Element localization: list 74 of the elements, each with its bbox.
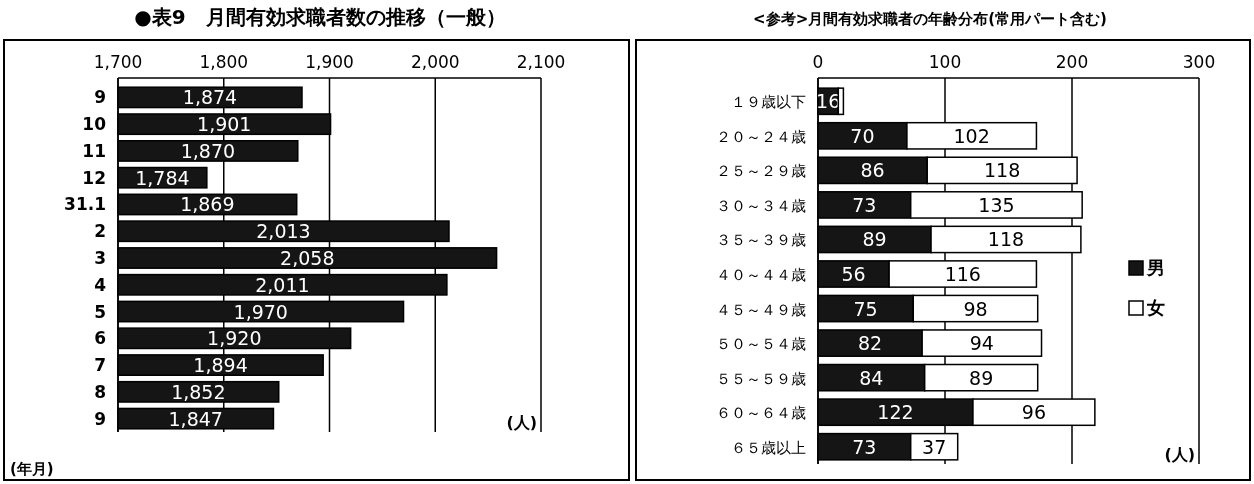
data-label: 73 [852,435,877,458]
legend-label: 男 [1146,257,1165,278]
y-tick-label: ５５～５９歳 [716,369,806,388]
data-label: 98 [963,297,988,320]
data-label: 118 [987,228,1025,251]
y-tick-label: ４０～４４歳 [716,266,806,284]
data-label: 1,920 [207,327,262,350]
annotation: (人) [506,413,537,432]
y-tick-label: 9 [94,87,106,108]
y-tick-label: 6 [94,328,106,349]
y-tick-label: ６５歳以上 [731,438,806,457]
y-tick-label: 3 [94,248,106,268]
y-tick-label: 5 [94,301,106,322]
data-label: 1,784 [135,166,190,189]
x-tick-label: 1,900 [305,52,354,72]
data-label: 70 [850,124,875,147]
data-label: 1,901 [197,113,252,136]
data-label: 56 [841,263,866,285]
data-label: 1,894 [193,354,248,377]
x-tick-label: 2,100 [516,52,566,72]
data-label: 2,011 [255,273,310,296]
data-label: 2,013 [256,220,311,243]
data-label: 94 [969,332,994,355]
x-tick-label: 100 [928,52,962,72]
chart-title: ●表9 月間有効求職者数の推移（一般） [134,5,506,29]
x-tick-label: 1,800 [199,52,249,72]
y-tick-label: 31.1 [64,194,106,215]
y-tick-label: 12 [82,167,106,188]
data-label: 37 [922,435,947,458]
data-label: 96 [1021,401,1046,424]
y-tick-label: ３０～３４歳 [716,196,806,215]
data-label: 118 [984,159,1021,182]
data-label: 1,847 [168,407,223,430]
data-label: 116 [944,263,981,285]
y-tick-label: 2 [94,221,106,242]
data-label: 1,870 [180,139,236,162]
y-tick-label: 7 [94,355,106,376]
y-tick-label: ３５～３９歳 [716,231,806,250]
data-label: 102 [953,124,990,147]
y-tick-label: 10 [82,114,107,135]
y-tick-label: １９歳以下 [731,93,806,112]
x-tick-label: 200 [1055,52,1089,72]
chart-title: <参考>月間有効求職者の年齢分布(常用パート含む) [753,10,1107,28]
data-label: 122 [877,401,914,424]
data-label: 135 [978,193,1015,216]
x-tick-label: 0 [812,52,824,72]
data-label: 73 [852,193,877,216]
data-label: 1,970 [233,300,288,323]
data-label: 1,869 [180,193,235,216]
y-tick-label: ４５～４９歳 [716,300,806,319]
data-label: 89 [862,228,887,251]
text: (年月) [10,460,54,478]
y-tick-label: ２０～２４歳 [716,127,806,146]
x-tick-label: 2,000 [410,52,460,72]
legend-label: 女 [1146,297,1165,318]
y-tick-label: 8 [94,381,106,402]
y-tick-label: 4 [94,274,107,295]
data-label: 16 [816,90,841,113]
x-tick-label: 1,700 [93,52,143,72]
y-tick-label: ５０～５４歳 [716,335,806,354]
y-tick-label: 11 [82,140,106,161]
data-label: 1,874 [182,86,238,109]
data-label: 1,852 [171,380,226,403]
data-label: 82 [857,332,883,355]
data-label: 86 [860,159,885,182]
x-tick-label: 300 [1182,52,1216,72]
data-label: 84 [859,366,884,389]
y-tick-label: ２５～２９歳 [716,162,806,181]
data-label: 75 [853,297,878,320]
data-label: 89 [969,366,994,389]
y-tick-label: 9 [94,408,106,429]
annotation: (人) [1164,445,1195,464]
data-label: 2,058 [280,247,335,269]
y-tick-label: ６０～６４歳 [716,404,806,423]
